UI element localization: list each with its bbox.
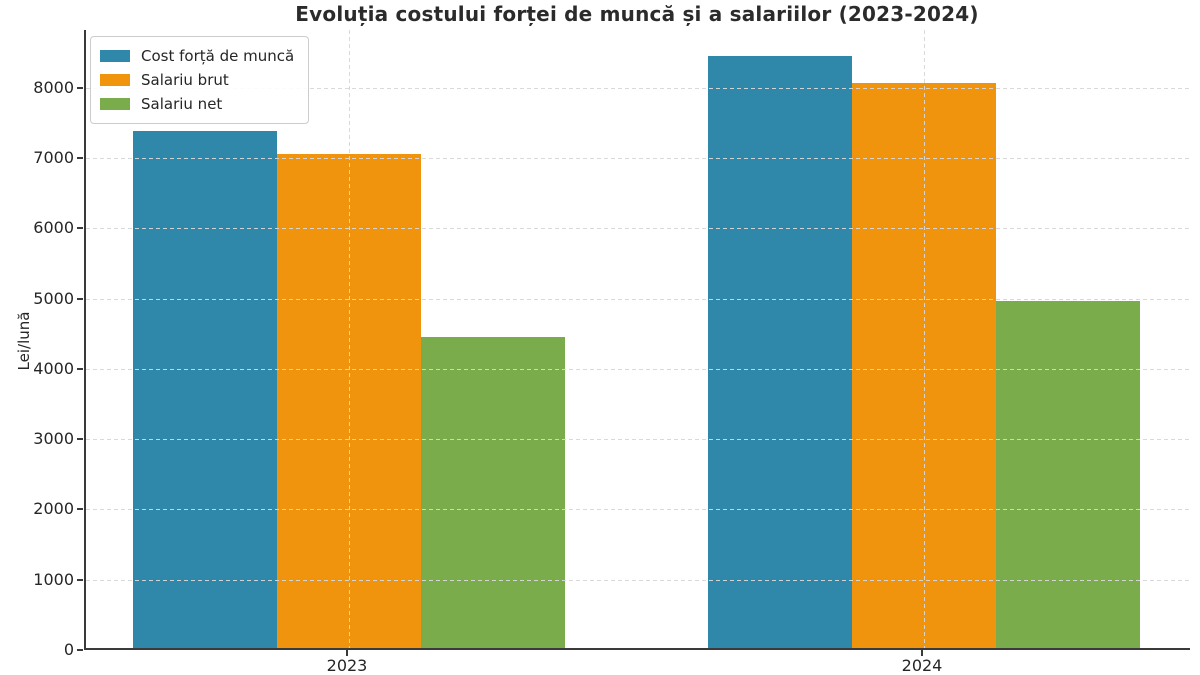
ytick-mark-4000 [77, 367, 83, 370]
ytick-label-8000: 8000 [33, 77, 74, 97]
xtick-label-2023: 2023 [326, 656, 368, 675]
gridline-y-1000 [86, 579, 1190, 581]
legend-swatch-icon [100, 74, 130, 86]
gridline-y-6000 [86, 228, 1190, 230]
legend-label: Salariu brut [141, 71, 229, 89]
bar-cost-forta-de-munca-2024 [708, 56, 852, 648]
chart-title: Evoluția costului forței de muncă și a s… [295, 2, 979, 26]
gridline-y-8000 [86, 87, 1190, 89]
ytick-mark-2000 [77, 508, 83, 511]
ytick-label-5000: 5000 [33, 288, 74, 308]
ytick-mark-3000 [77, 438, 83, 441]
ytick-label-0: 0 [63, 640, 74, 659]
legend-item-cost-forta-de-munca: Cost forță de muncă [100, 44, 294, 68]
xtick-mark-2024 [921, 650, 923, 656]
ytick-label-3000: 3000 [33, 429, 74, 449]
ytick-label-6000: 6000 [33, 218, 74, 238]
legend-swatch-icon [100, 98, 130, 110]
ytick-mark-5000 [77, 297, 83, 300]
ytick-mark-0 [77, 649, 83, 651]
xtick-label-2024: 2024 [901, 656, 943, 675]
legend-swatch-icon [100, 50, 130, 62]
legend-label: Cost forță de muncă [141, 47, 295, 65]
ytick-mark-8000 [77, 86, 83, 89]
ytick-label-4000: 4000 [33, 358, 74, 378]
y-axis-label: Lei/lună [15, 311, 33, 371]
ytick-label-7000: 7000 [33, 147, 74, 167]
ytick-mark-6000 [77, 227, 83, 230]
gridline-y-2000 [86, 509, 1190, 511]
gridline-x-2024 [924, 30, 925, 648]
gridline-y-4000 [86, 368, 1190, 370]
legend-item-salariu-brut: Salariu brut [100, 68, 294, 92]
ytick-label-1000: 1000 [33, 569, 74, 589]
gridline-y-7000 [86, 157, 1190, 159]
bar-cost-forta-de-munca-2023 [133, 130, 277, 648]
plot-area [84, 30, 1190, 650]
bar-salariu-net-2023 [421, 337, 565, 648]
xtick-mark-2023 [346, 650, 348, 656]
gridline-y-3000 [86, 439, 1190, 441]
ytick-mark-1000 [77, 578, 83, 581]
ytick-label-2000: 2000 [33, 499, 74, 519]
gridline-x-2023 [349, 30, 350, 648]
ytick-mark-7000 [77, 156, 83, 159]
legend-label: Salariu net [141, 95, 223, 113]
bar-salariu-net-2024 [996, 301, 1140, 648]
legend-item-salariu-net: Salariu net [100, 92, 294, 116]
legend: Cost forță de muncă Salariu brut Salariu n… [90, 36, 310, 124]
gridline-y-5000 [86, 298, 1190, 300]
